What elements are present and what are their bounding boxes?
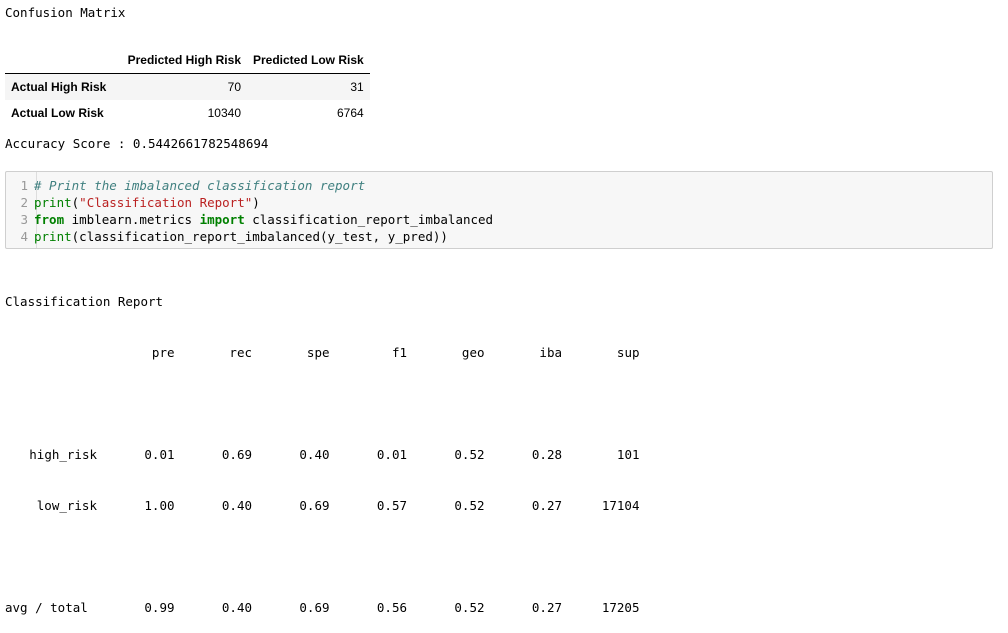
report-cell: 0.52 bbox=[454, 447, 485, 462]
report-cell: 0.40 bbox=[299, 447, 330, 462]
line-number: 1 bbox=[20, 178, 28, 193]
report-cell: 0.69 bbox=[221, 447, 252, 462]
confusion-matrix-title: Confusion Matrix bbox=[5, 5, 126, 20]
table-row: Actual Low Risk 10340 6764 bbox=[5, 100, 370, 126]
report-cell: 101 bbox=[616, 447, 640, 462]
report-cell: 0.69 bbox=[299, 498, 330, 513]
row-label-actual-high-risk: Actual High Risk bbox=[11, 80, 107, 94]
code-plain: (classification_report_imbalanced(y_test… bbox=[71, 229, 448, 244]
code-cell-editor[interactable]: 1 # Print the imbalanced classification … bbox=[5, 171, 993, 249]
column-header-predicted-high-risk: Predicted High Risk bbox=[121, 47, 247, 74]
code-text[interactable]: print("Classification Report") bbox=[34, 194, 260, 211]
report-title: Classification Report bbox=[5, 294, 164, 309]
report-header-f1: f1 bbox=[391, 345, 407, 360]
code-line[interactable]: 3 from imblearn.metrics import classific… bbox=[6, 211, 493, 228]
code-line[interactable]: 4 print(classification_report_imbalanced… bbox=[6, 228, 493, 245]
report-cell: 0.01 bbox=[144, 447, 175, 462]
code-comment: # Print the imbalanced classification re… bbox=[34, 178, 366, 193]
output-area-confusion-matrix: Confusion Matrix bbox=[5, 4, 995, 21]
report-cell: 0.99 bbox=[144, 600, 175, 615]
code-module: imblearn.metrics bbox=[64, 212, 200, 227]
row-label-actual-low-risk: Actual Low Risk bbox=[11, 106, 104, 120]
report-cell: 0.40 bbox=[221, 600, 252, 615]
report-header-spe: spe bbox=[306, 345, 330, 360]
code-line[interactable]: 2 print("Classification Report") bbox=[6, 194, 493, 211]
code-text[interactable]: # Print the imbalanced classification re… bbox=[34, 177, 365, 194]
report-label-spacer bbox=[5, 344, 97, 361]
report-cell: 0.27 bbox=[531, 498, 562, 513]
line-number: 3 bbox=[20, 212, 28, 227]
code-builtin: print bbox=[34, 229, 72, 244]
column-header-predicted-low-risk: Predicted Low Risk bbox=[247, 47, 370, 74]
report-row-label: low_risk bbox=[36, 498, 97, 513]
code-lines[interactable]: 1 # Print the imbalanced classification … bbox=[6, 177, 493, 245]
report-row-high-risk: high_risk 0.01 0.69 0.40 0.01 0.52 0.28 … bbox=[5, 446, 640, 463]
table-row: Actual High Risk 70 31 bbox=[5, 73, 370, 100]
line-number-gutter-divider bbox=[36, 172, 37, 248]
table-cell: 6764 bbox=[337, 106, 364, 120]
report-blank-line bbox=[5, 548, 640, 565]
code-punctuation: ( bbox=[71, 195, 80, 210]
report-cell: 0.69 bbox=[299, 600, 330, 615]
code-line[interactable]: 1 # Print the imbalanced classification … bbox=[6, 177, 493, 194]
report-cell: 1.00 bbox=[144, 498, 175, 513]
report-header-iba: iba bbox=[539, 345, 562, 360]
report-cell: 0.57 bbox=[376, 498, 407, 513]
report-cell: 0.28 bbox=[531, 447, 562, 462]
report-cell: 0.27 bbox=[531, 600, 562, 615]
report-blank-line bbox=[5, 395, 640, 412]
code-builtin: print bbox=[34, 195, 72, 210]
line-number: 2 bbox=[20, 195, 28, 210]
line-number: 4 bbox=[20, 229, 28, 244]
code-keyword: import bbox=[199, 212, 245, 227]
confusion-matrix-table: Predicted High Risk Predicted Low Risk A… bbox=[5, 47, 370, 126]
code-keyword: from bbox=[34, 212, 65, 227]
report-cell: 17205 bbox=[601, 600, 640, 615]
code-text[interactable]: from imblearn.metrics import classificat… bbox=[34, 211, 493, 228]
accuracy-score-output: Accuracy Score : 0.5442661782548694 bbox=[5, 136, 269, 151]
report-header-row: pre rec spe f1 geo iba sup bbox=[5, 344, 640, 361]
report-header-sup: sup bbox=[616, 345, 640, 360]
table-header-row: Predicted High Risk Predicted Low Risk bbox=[5, 47, 370, 74]
report-row-label: high_risk bbox=[29, 447, 97, 462]
report-cell: 0.52 bbox=[454, 498, 485, 513]
code-punctuation: ) bbox=[252, 195, 260, 210]
report-cell: 17104 bbox=[601, 498, 640, 513]
report-cell: 0.56 bbox=[376, 600, 407, 615]
code-name: classification_report_imbalanced bbox=[244, 212, 494, 227]
report-cell: 0.52 bbox=[454, 600, 485, 615]
table-index-header bbox=[5, 47, 121, 74]
classification-report-output: Classification Report pre rec spe f1 geo… bbox=[5, 259, 640, 633]
report-header-rec: rec bbox=[229, 345, 252, 360]
report-row-label: avg / total bbox=[5, 600, 88, 615]
table-cell: 31 bbox=[350, 80, 364, 94]
report-row-low-risk: low_risk 1.00 0.40 0.69 0.57 0.52 0.27 1… bbox=[5, 497, 640, 514]
report-cell: 0.01 bbox=[376, 447, 407, 462]
report-header-pre: pre bbox=[151, 345, 175, 360]
report-header-geo: geo bbox=[461, 345, 485, 360]
report-cell: 0.40 bbox=[221, 498, 252, 513]
table-cell: 70 bbox=[227, 80, 241, 94]
code-text[interactable]: print(classification_report_imbalanced(y… bbox=[34, 228, 448, 245]
code-string: "Classification Report" bbox=[79, 195, 253, 210]
report-row-total: avg / total 0.99 0.40 0.69 0.56 0.52 0.2… bbox=[5, 599, 640, 616]
table-cell: 10340 bbox=[207, 106, 241, 120]
